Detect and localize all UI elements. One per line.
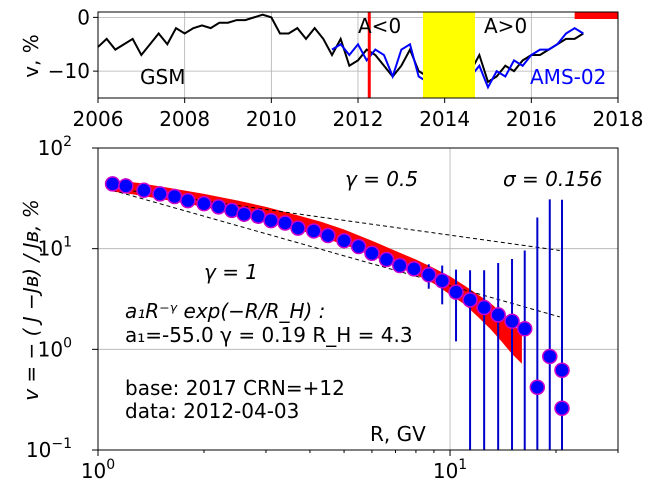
bottom-xtick-label: 101 bbox=[433, 457, 467, 483]
gamma-one-label: γ = 1 bbox=[204, 260, 258, 284]
data-point bbox=[136, 182, 152, 199]
top-panel: 2006 2008 2010 2012 2014 2016 2018 0 −10 v, % GS… bbox=[19, 5, 643, 131]
bottom-ytick-exponent: 1 bbox=[63, 235, 72, 251]
data-point bbox=[236, 206, 252, 222]
data-point bbox=[504, 313, 520, 330]
bottom-xlabel: R, GV bbox=[370, 422, 426, 446]
base-label: base: 2017 CRN=+12 bbox=[125, 376, 345, 400]
data-point bbox=[210, 199, 227, 215]
top-ylabel: v, % bbox=[19, 34, 43, 78]
top-ytick-label: −10 bbox=[48, 59, 90, 83]
data-point bbox=[516, 321, 533, 337]
data-point bbox=[406, 261, 422, 277]
bottom-xtick-exponent: 1 bbox=[458, 457, 467, 473]
a-positive-label: A>0 bbox=[484, 14, 527, 38]
data-point bbox=[364, 245, 380, 262]
fit-params: a₁=-55.0 γ = 0.19 R_H = 4.3 bbox=[125, 323, 413, 347]
data-point bbox=[434, 273, 450, 289]
ams02-label: AMS-02 bbox=[530, 65, 606, 89]
data-point bbox=[554, 362, 570, 378]
data-point bbox=[263, 212, 279, 229]
data-point bbox=[392, 257, 408, 274]
data-point bbox=[350, 238, 367, 255]
bottom-xtick-exponent: 0 bbox=[106, 457, 115, 473]
top-ticks: 2006 2008 2010 2012 2014 2016 2018 0 −10 bbox=[48, 5, 644, 131]
top-xtick-label: 2006 bbox=[73, 107, 124, 131]
data-point bbox=[250, 208, 266, 224]
bottom-ytick-exponent: 2 bbox=[63, 134, 72, 150]
error-bars bbox=[385, 199, 564, 450]
sigma-label: σ = 0.156 bbox=[503, 167, 602, 191]
top-xtick-label: 2010 bbox=[246, 107, 297, 131]
data-point bbox=[542, 348, 558, 365]
bottom-ytick-exponent: −1 bbox=[51, 436, 72, 452]
data-points bbox=[104, 176, 570, 416]
data-point bbox=[529, 379, 546, 396]
data-point bbox=[104, 176, 121, 192]
data-point bbox=[166, 188, 183, 205]
gamma-half-line bbox=[112, 187, 560, 251]
gsm-label: GSM bbox=[140, 65, 185, 89]
reference-lines bbox=[112, 187, 560, 318]
bottom-ylabel: v = − ( J −Jʙ) / Jʙ, % bbox=[19, 199, 43, 401]
data-point bbox=[152, 186, 168, 202]
bottom-ytick-label: 10−1 bbox=[26, 436, 72, 462]
data-point bbox=[290, 220, 306, 236]
data-point bbox=[554, 400, 570, 416]
bottom-ytick-label: 102 bbox=[38, 134, 72, 160]
top-xtick-label: 2014 bbox=[419, 107, 470, 131]
fit-band bbox=[112, 180, 522, 364]
data-point bbox=[420, 267, 437, 283]
data-point bbox=[180, 192, 196, 209]
top-xtick-label: 2012 bbox=[333, 107, 384, 131]
bottom-xtick-label: 100 bbox=[81, 457, 115, 483]
fit-band-area bbox=[112, 180, 522, 364]
bottom-ytick-exponent: 0 bbox=[63, 335, 72, 351]
data-point bbox=[490, 307, 506, 323]
data-point bbox=[196, 195, 212, 212]
data-point bbox=[462, 292, 478, 308]
series-line-gsm bbox=[97, 13, 584, 84]
data-point bbox=[448, 284, 464, 300]
gamma-half-label: γ = 0.5 bbox=[345, 167, 418, 191]
top-markers bbox=[367, 12, 618, 98]
data-point bbox=[378, 251, 395, 268]
top-xtick-label: 2008 bbox=[159, 107, 210, 131]
bottom-frame bbox=[97, 147, 619, 451]
yellow-band bbox=[423, 12, 475, 98]
fit-formula: a₁R⁻ᵞ exp(−R/R_H) : bbox=[125, 299, 325, 323]
data-point bbox=[277, 215, 293, 231]
gamma-one-line bbox=[112, 189, 560, 318]
top-ytick-label: 0 bbox=[77, 5, 90, 29]
red-bar bbox=[574, 12, 618, 19]
data-point bbox=[336, 232, 352, 249]
top-xtick-label: 2016 bbox=[506, 107, 557, 131]
a-negative-label: A<0 bbox=[358, 14, 401, 38]
data-point bbox=[118, 178, 134, 194]
data-point bbox=[476, 299, 492, 316]
top-xtick-label: 2018 bbox=[593, 107, 644, 131]
data-date-label: data: 2012-04-03 bbox=[125, 399, 299, 423]
data-point bbox=[320, 227, 336, 244]
data-point bbox=[305, 223, 322, 239]
